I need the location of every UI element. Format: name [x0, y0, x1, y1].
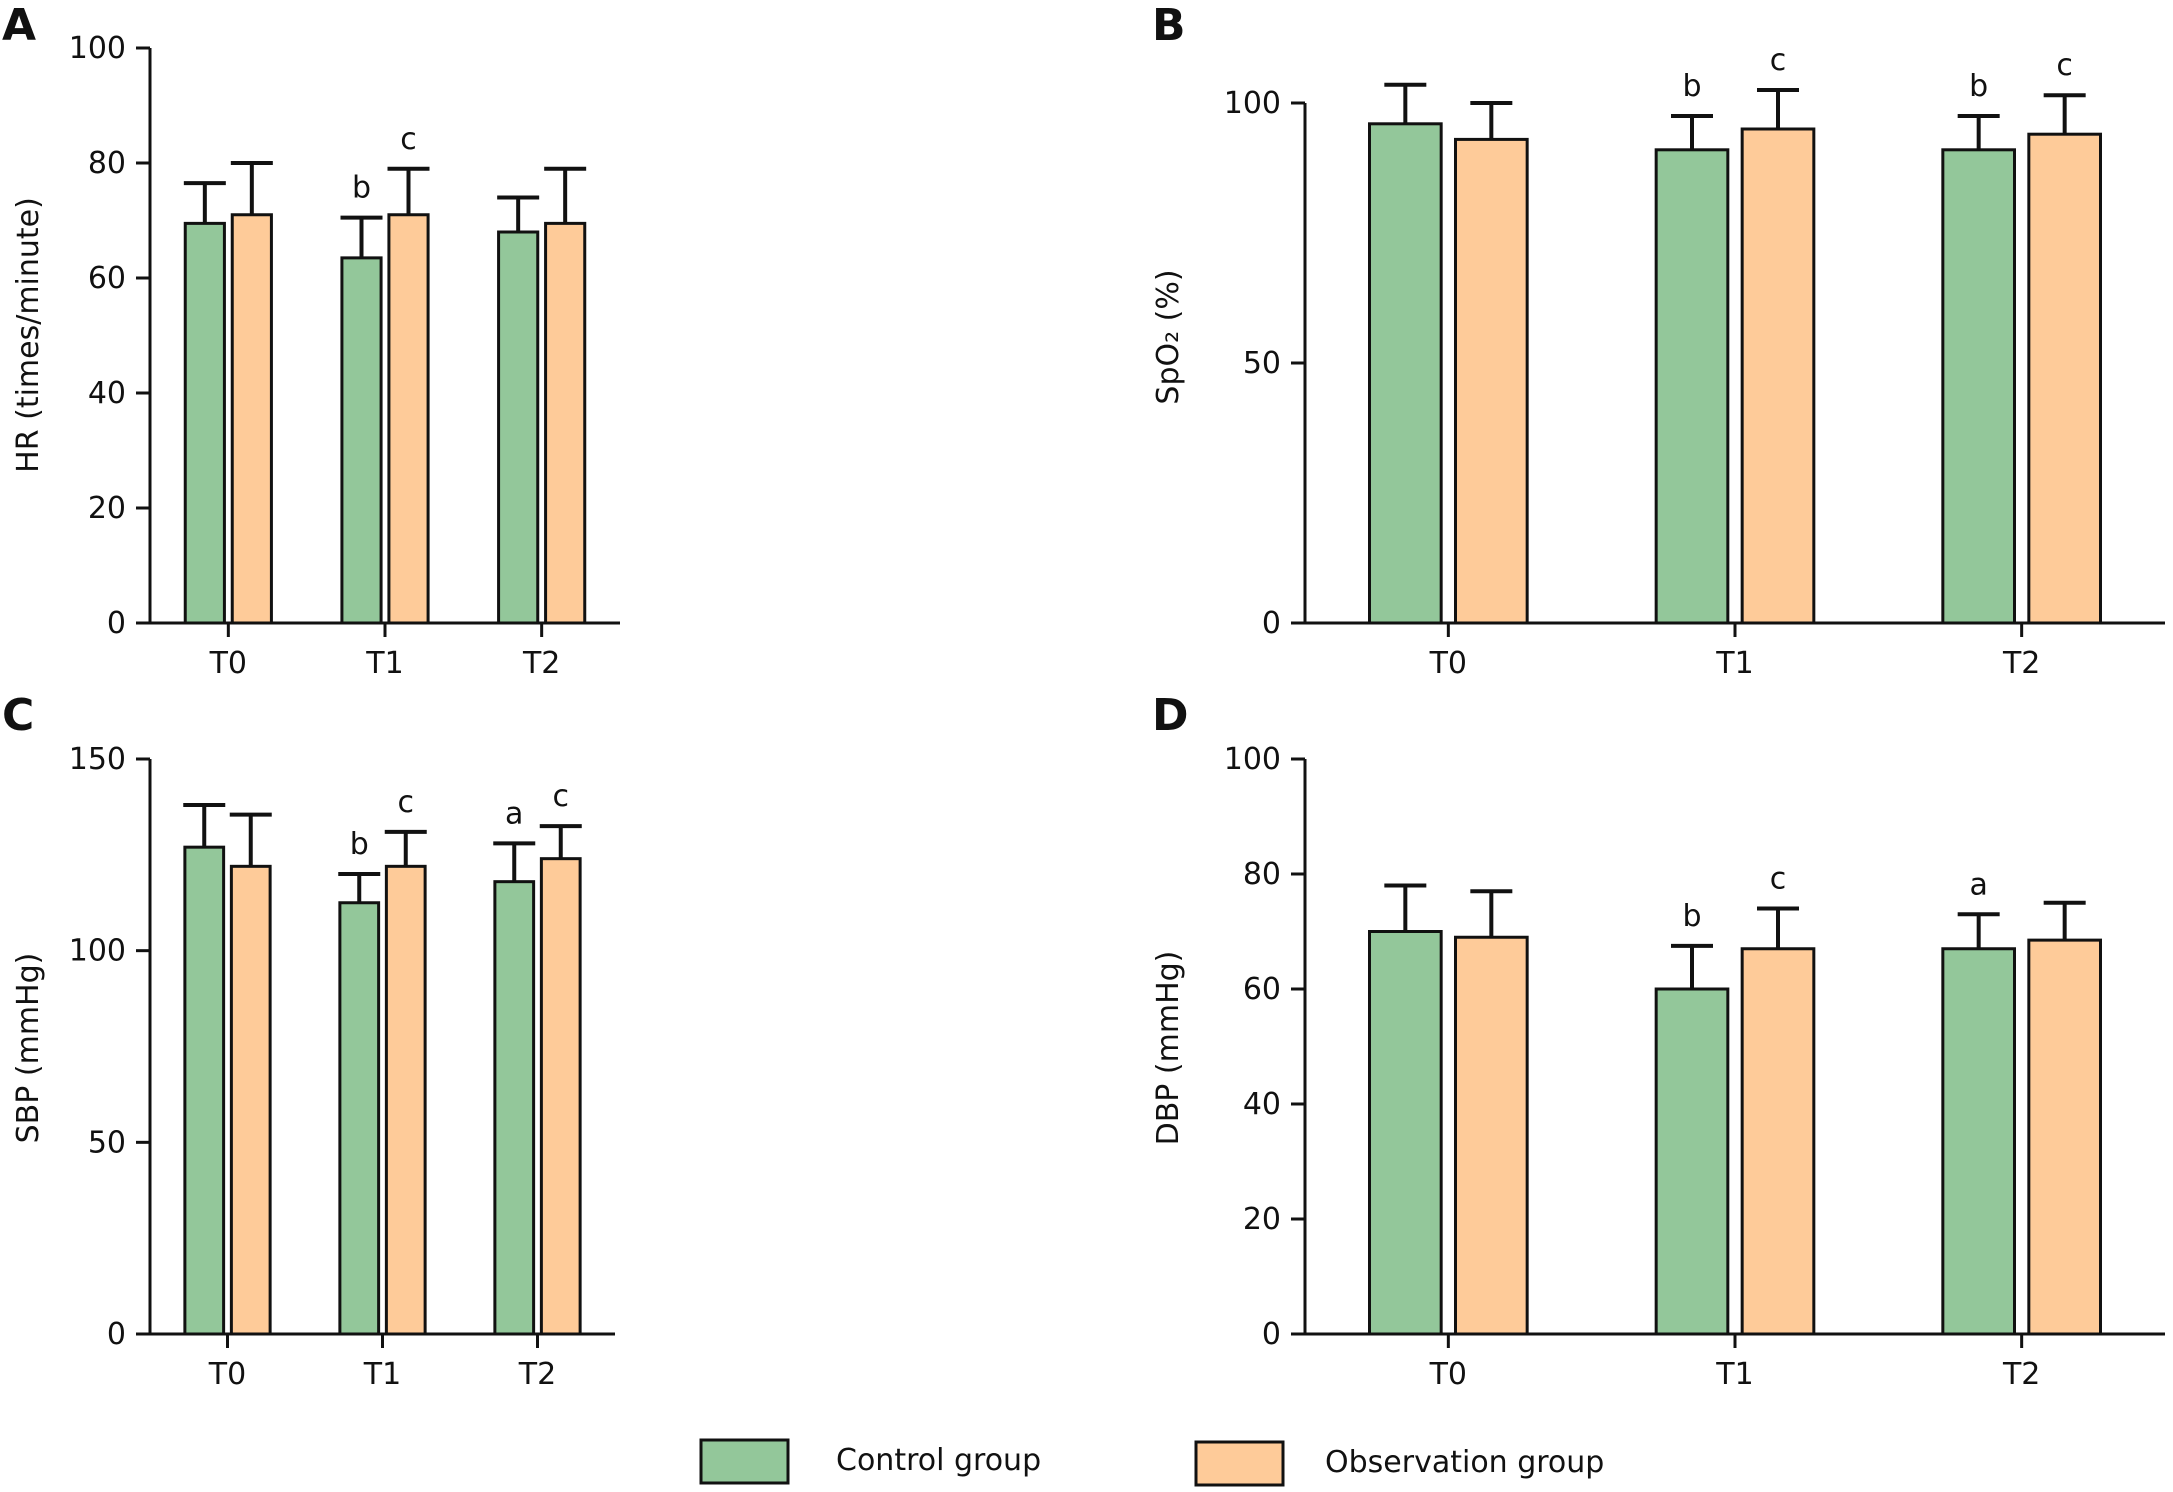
- significance-label-c: c: [398, 785, 415, 820]
- bar-observation-d: [1740, 947, 1816, 1336]
- bar-observation-b: [1740, 127, 1816, 625]
- significance-label-b: c: [1770, 43, 1787, 78]
- bar-control-d: [1941, 947, 2017, 1336]
- bar-observation-c: [229, 864, 272, 1336]
- y-tick-label-c: 50: [88, 1125, 126, 1160]
- panel-a: A HR (times/minute) 0 20 40 60 80 100 T0 T1 bc T2: [2, 0, 620, 681]
- panel-d: D DBP (mmHg) 0 20 40 60 80 100 T0 T1 b c T2 a: [1151, 690, 2165, 1392]
- significance-label-a: c: [400, 122, 417, 157]
- x-tick-label-a: T0: [209, 646, 247, 681]
- bar-observation-d: [1454, 935, 1529, 1336]
- y-tick-label-a: 100: [69, 31, 126, 66]
- bar-observation-a: [230, 213, 273, 625]
- y-tick-label-d: 60: [1243, 972, 1281, 1007]
- bar-observation-c: [539, 857, 582, 1336]
- y-axis-title-a: HR (times/minute): [11, 197, 46, 473]
- significance-label-d: b: [1682, 899, 1701, 934]
- y-tick-label-a: 20: [88, 491, 126, 526]
- x-tick-label-c: T2: [518, 1357, 556, 1392]
- y-tick-label-d: 80: [1243, 857, 1281, 892]
- plot-layer-b: 0 50 100 T0 T1 b c T2 b c: [1224, 43, 2165, 681]
- bar-observation-d: [2027, 938, 2103, 1336]
- plot-layer-d: 0 20 40 60 80 100 T0 T1 b c T2 a: [1224, 742, 2165, 1392]
- legend-label-observation: Observation group: [1325, 1445, 1604, 1480]
- y-tick-label-a: 40: [88, 376, 126, 411]
- bar-observation-c: [384, 864, 427, 1336]
- panel-b: B SpO₂ (%) 0 50 100 T0 T1 b c T2 b c: [1151, 0, 2165, 681]
- x-tick-label-b: T2: [2002, 646, 2040, 681]
- significance-label-a: b: [352, 171, 371, 206]
- y-tick-label-a: 0: [107, 606, 126, 641]
- bar-observation-b: [2027, 132, 2103, 625]
- x-tick-label-d: T1: [1715, 1357, 1753, 1392]
- significance-label-b: c: [2056, 48, 2073, 83]
- x-tick-label-a: T2: [522, 646, 560, 681]
- y-tick-label-b: 0: [1262, 606, 1281, 641]
- x-tick-label-a: T1: [365, 646, 403, 681]
- x-tick-label-c: T0: [208, 1357, 246, 1392]
- panel-letter-c: C: [2, 690, 34, 741]
- y-tick-label-c: 100: [69, 934, 126, 969]
- panel-letter-d: D: [1152, 690, 1189, 741]
- significance-label-c: c: [553, 779, 570, 814]
- significance-label-b: b: [1969, 69, 1988, 104]
- x-tick-label-d: T0: [1429, 1357, 1467, 1392]
- y-tick-label-d: 0: [1262, 1317, 1281, 1352]
- y-tick-label-c: 150: [69, 742, 126, 777]
- bar-control-b: [1368, 122, 1443, 625]
- legend-swatch-observation: [1194, 1440, 1285, 1487]
- x-tick-label-b: T0: [1429, 646, 1467, 681]
- panel-letter-b: B: [1152, 0, 1186, 51]
- y-tick-label-b: 50: [1243, 346, 1281, 381]
- legend-swatch-control: [699, 1438, 790, 1485]
- bar-control-b: [1654, 148, 1730, 625]
- y-tick-label-c: 0: [107, 1317, 126, 1352]
- bar-observation-a: [387, 213, 430, 625]
- bar-observation-a: [544, 221, 587, 625]
- bar-control-a: [183, 221, 226, 625]
- x-tick-label-c: T1: [363, 1357, 401, 1392]
- y-tick-label-a: 80: [88, 146, 126, 181]
- y-tick-label-b: 100: [1224, 86, 1281, 121]
- legend-label-control: Control group: [836, 1443, 1041, 1478]
- bar-control-c: [183, 845, 226, 1336]
- y-axis-title-c: SBP (mmHg): [11, 953, 46, 1144]
- y-tick-label-d: 100: [1224, 742, 1281, 777]
- y-tick-label-d: 40: [1243, 1087, 1281, 1122]
- significance-label-d: a: [1969, 867, 1987, 902]
- bar-control-c: [493, 880, 536, 1336]
- significance-label-c: b: [350, 827, 369, 862]
- bar-control-c: [338, 901, 381, 1336]
- x-tick-label-b: T1: [1715, 646, 1753, 681]
- bar-control-a: [497, 230, 540, 625]
- legend: Control group Observation group: [699, 1438, 1604, 1487]
- bar-control-d: [1654, 987, 1730, 1336]
- bar-control-d: [1368, 930, 1443, 1336]
- significance-label-d: c: [1770, 862, 1787, 897]
- bar-observation-b: [1454, 137, 1529, 625]
- y-axis-title-d: DBP (mmHg): [1151, 951, 1186, 1146]
- y-axis-title-b: SpO₂ (%): [1151, 269, 1186, 404]
- significance-label-b: b: [1682, 69, 1701, 104]
- bar-control-b: [1941, 148, 2017, 625]
- x-tick-label-d: T2: [2002, 1357, 2040, 1392]
- bar-control-a: [340, 256, 383, 625]
- y-tick-label-d: 20: [1243, 1202, 1281, 1237]
- panel-letter-a: A: [2, 0, 36, 51]
- significance-label-c: a: [505, 796, 523, 831]
- plot-layer-a: 0 20 40 60 80 100 T0 T1 bc T2: [69, 31, 620, 681]
- y-tick-label-a: 60: [88, 261, 126, 296]
